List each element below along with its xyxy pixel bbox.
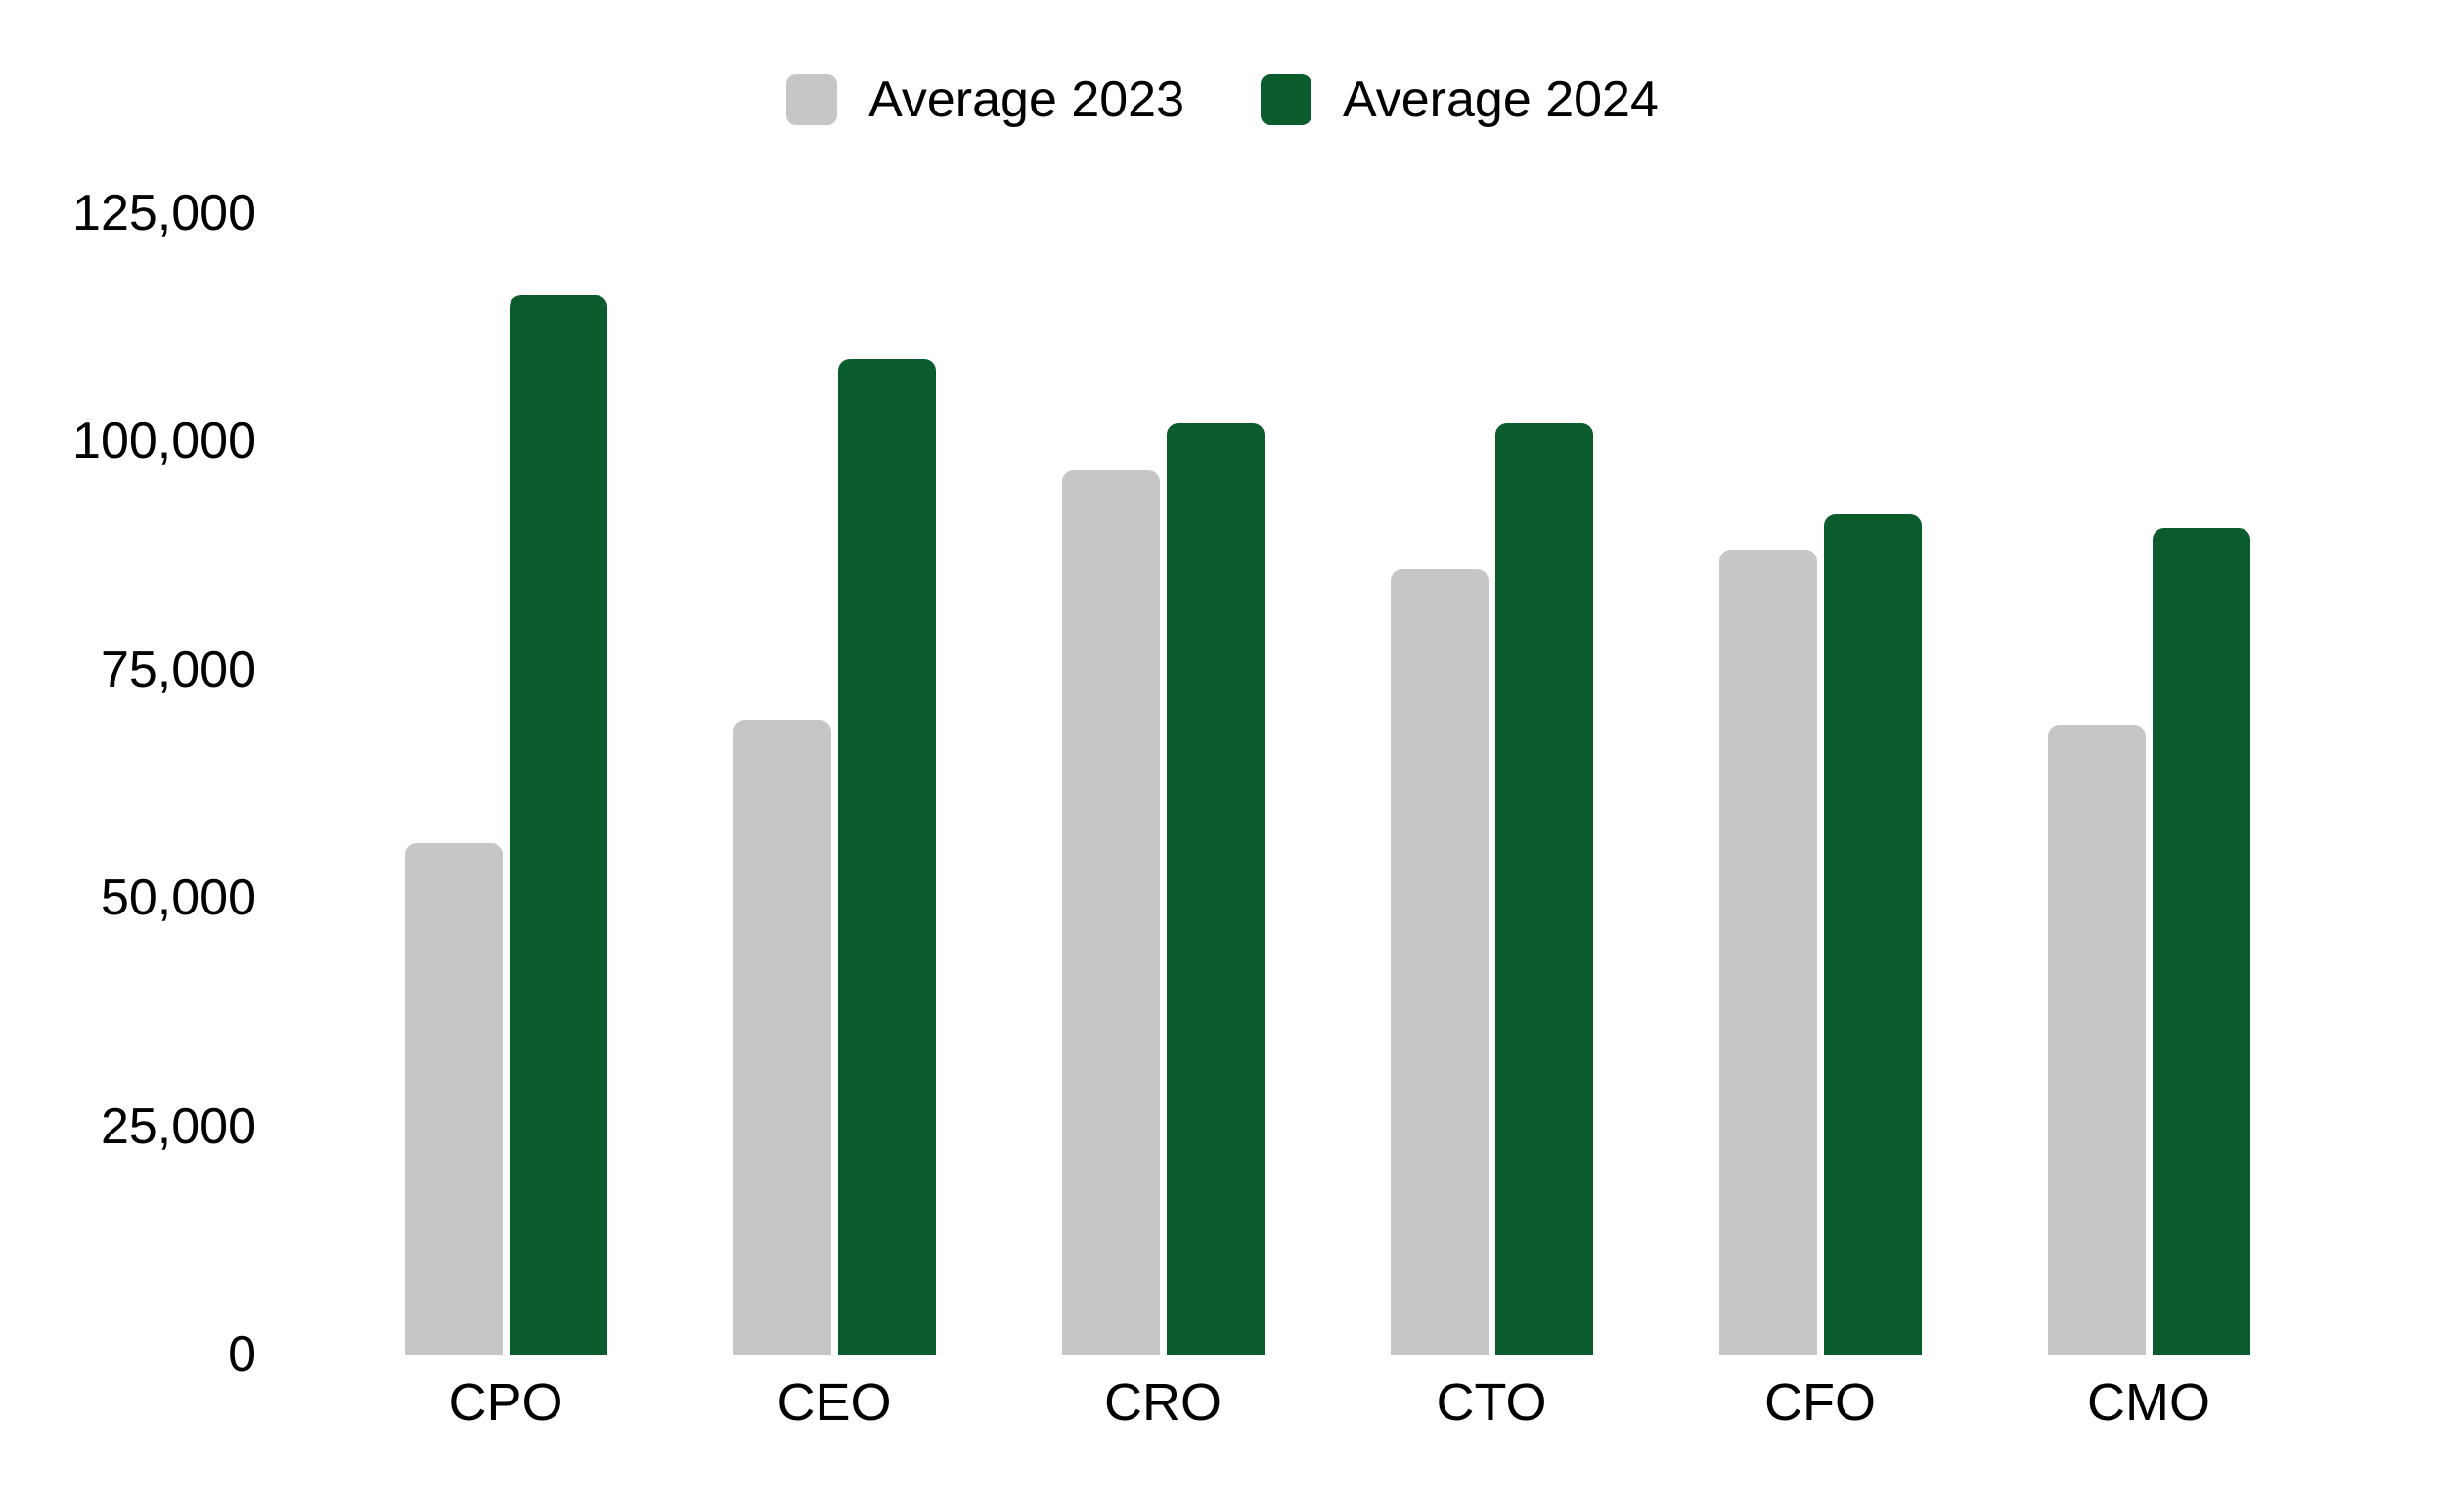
y-axis-tick-label: 25,000 [100, 1097, 256, 1155]
legend-swatch-2023-icon [786, 74, 838, 125]
legend-label-2024: Average 2024 [1343, 71, 1659, 128]
bar-cto-average-2023[interactable] [1391, 569, 1489, 1355]
x-axis-label-cfo: CFO [1764, 1373, 1876, 1432]
bar-cpo-average-2023[interactable] [405, 843, 503, 1355]
x-axis-label-cro: CRO [1104, 1373, 1222, 1432]
legend-item-average-2024[interactable]: Average 2024 [1261, 74, 1659, 125]
bar-cmo-average-2024[interactable] [2153, 528, 2250, 1355]
bar-cfo-average-2023[interactable] [1719, 550, 1817, 1355]
bar-cpo-average-2024[interactable] [510, 295, 607, 1355]
y-axis-tick-label: 0 [228, 1326, 256, 1383]
legend-item-average-2023[interactable]: Average 2023 [786, 74, 1184, 125]
x-axis-label-cpo: CPO [448, 1373, 563, 1432]
x-axis-label-ceo: CEO [777, 1373, 892, 1432]
y-axis-tick-label: 75,000 [100, 641, 256, 698]
bar-ceo-average-2023[interactable] [734, 720, 831, 1355]
bar-cro-average-2024[interactable] [1167, 423, 1265, 1355]
bar-cro-average-2023[interactable] [1062, 470, 1160, 1355]
bar-cto-average-2024[interactable] [1495, 423, 1593, 1355]
bar-cmo-average-2023[interactable] [2048, 725, 2146, 1355]
x-axis-label-cto: CTO [1436, 1373, 1547, 1432]
legend-swatch-2024-icon [1261, 74, 1311, 125]
legend: Average 2023 Average 2024 [0, 74, 2445, 125]
legend-label-2023: Average 2023 [868, 71, 1184, 128]
y-axis-tick-label: 50,000 [100, 869, 256, 927]
bar-cfo-average-2024[interactable] [1824, 514, 1922, 1355]
bar-ceo-average-2024[interactable] [838, 359, 936, 1355]
y-axis-tick-label: 125,000 [72, 185, 256, 242]
y-axis-tick-label: 100,000 [72, 413, 256, 470]
x-axis-label-cmo: CMO [2087, 1373, 2210, 1432]
